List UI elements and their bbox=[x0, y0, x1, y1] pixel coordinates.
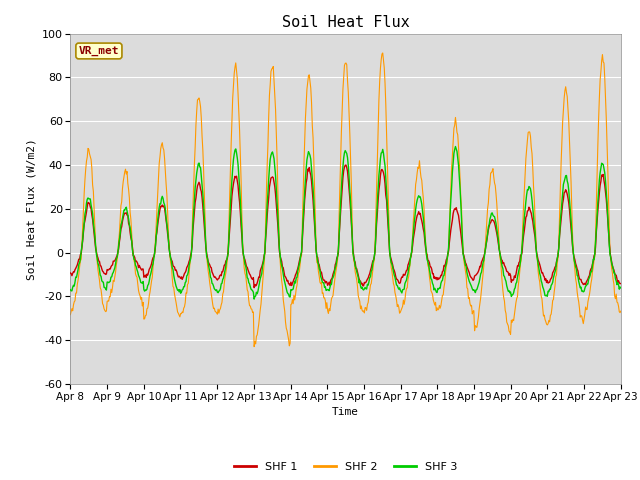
Text: VR_met: VR_met bbox=[79, 46, 119, 56]
X-axis label: Time: Time bbox=[332, 407, 359, 417]
Title: Soil Heat Flux: Soil Heat Flux bbox=[282, 15, 410, 30]
Y-axis label: Soil Heat Flux (W/m2): Soil Heat Flux (W/m2) bbox=[26, 138, 36, 280]
Legend: SHF 1, SHF 2, SHF 3: SHF 1, SHF 2, SHF 3 bbox=[229, 457, 462, 477]
